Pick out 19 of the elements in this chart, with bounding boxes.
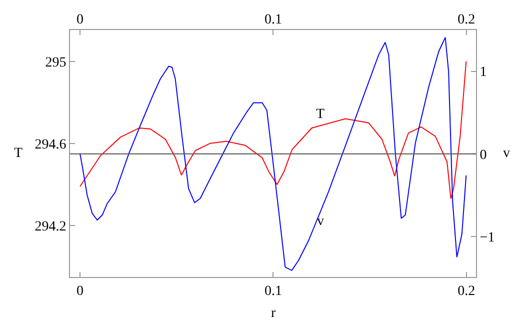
annotation: T xyxy=(316,107,325,122)
y-tick-label: 295 xyxy=(45,55,66,70)
x-tick-label: 0 xyxy=(76,12,84,28)
x2-tick-label: 0.2 xyxy=(458,284,476,299)
x-axis-title: r xyxy=(271,306,276,321)
y2-tick-label: −1 xyxy=(480,230,495,246)
y2-axis-title: v xyxy=(503,146,510,161)
x2-tick-label: 0 xyxy=(76,284,84,299)
line-series xyxy=(80,36,467,271)
y-tick-label: 294.2 xyxy=(34,219,66,234)
x-tick-label: 0.2 xyxy=(458,12,476,28)
line-series xyxy=(80,60,467,200)
y-axis-title: T xyxy=(14,146,23,161)
x2-tick-label: 0.1 xyxy=(264,284,282,299)
x-tick-label: 0.1 xyxy=(264,12,282,28)
y2-tick-label: 0 xyxy=(480,148,487,163)
y2-tick-label: 1 xyxy=(480,65,487,80)
y-tick-label: 294.6 xyxy=(34,137,66,152)
annotation: v xyxy=(317,214,324,229)
